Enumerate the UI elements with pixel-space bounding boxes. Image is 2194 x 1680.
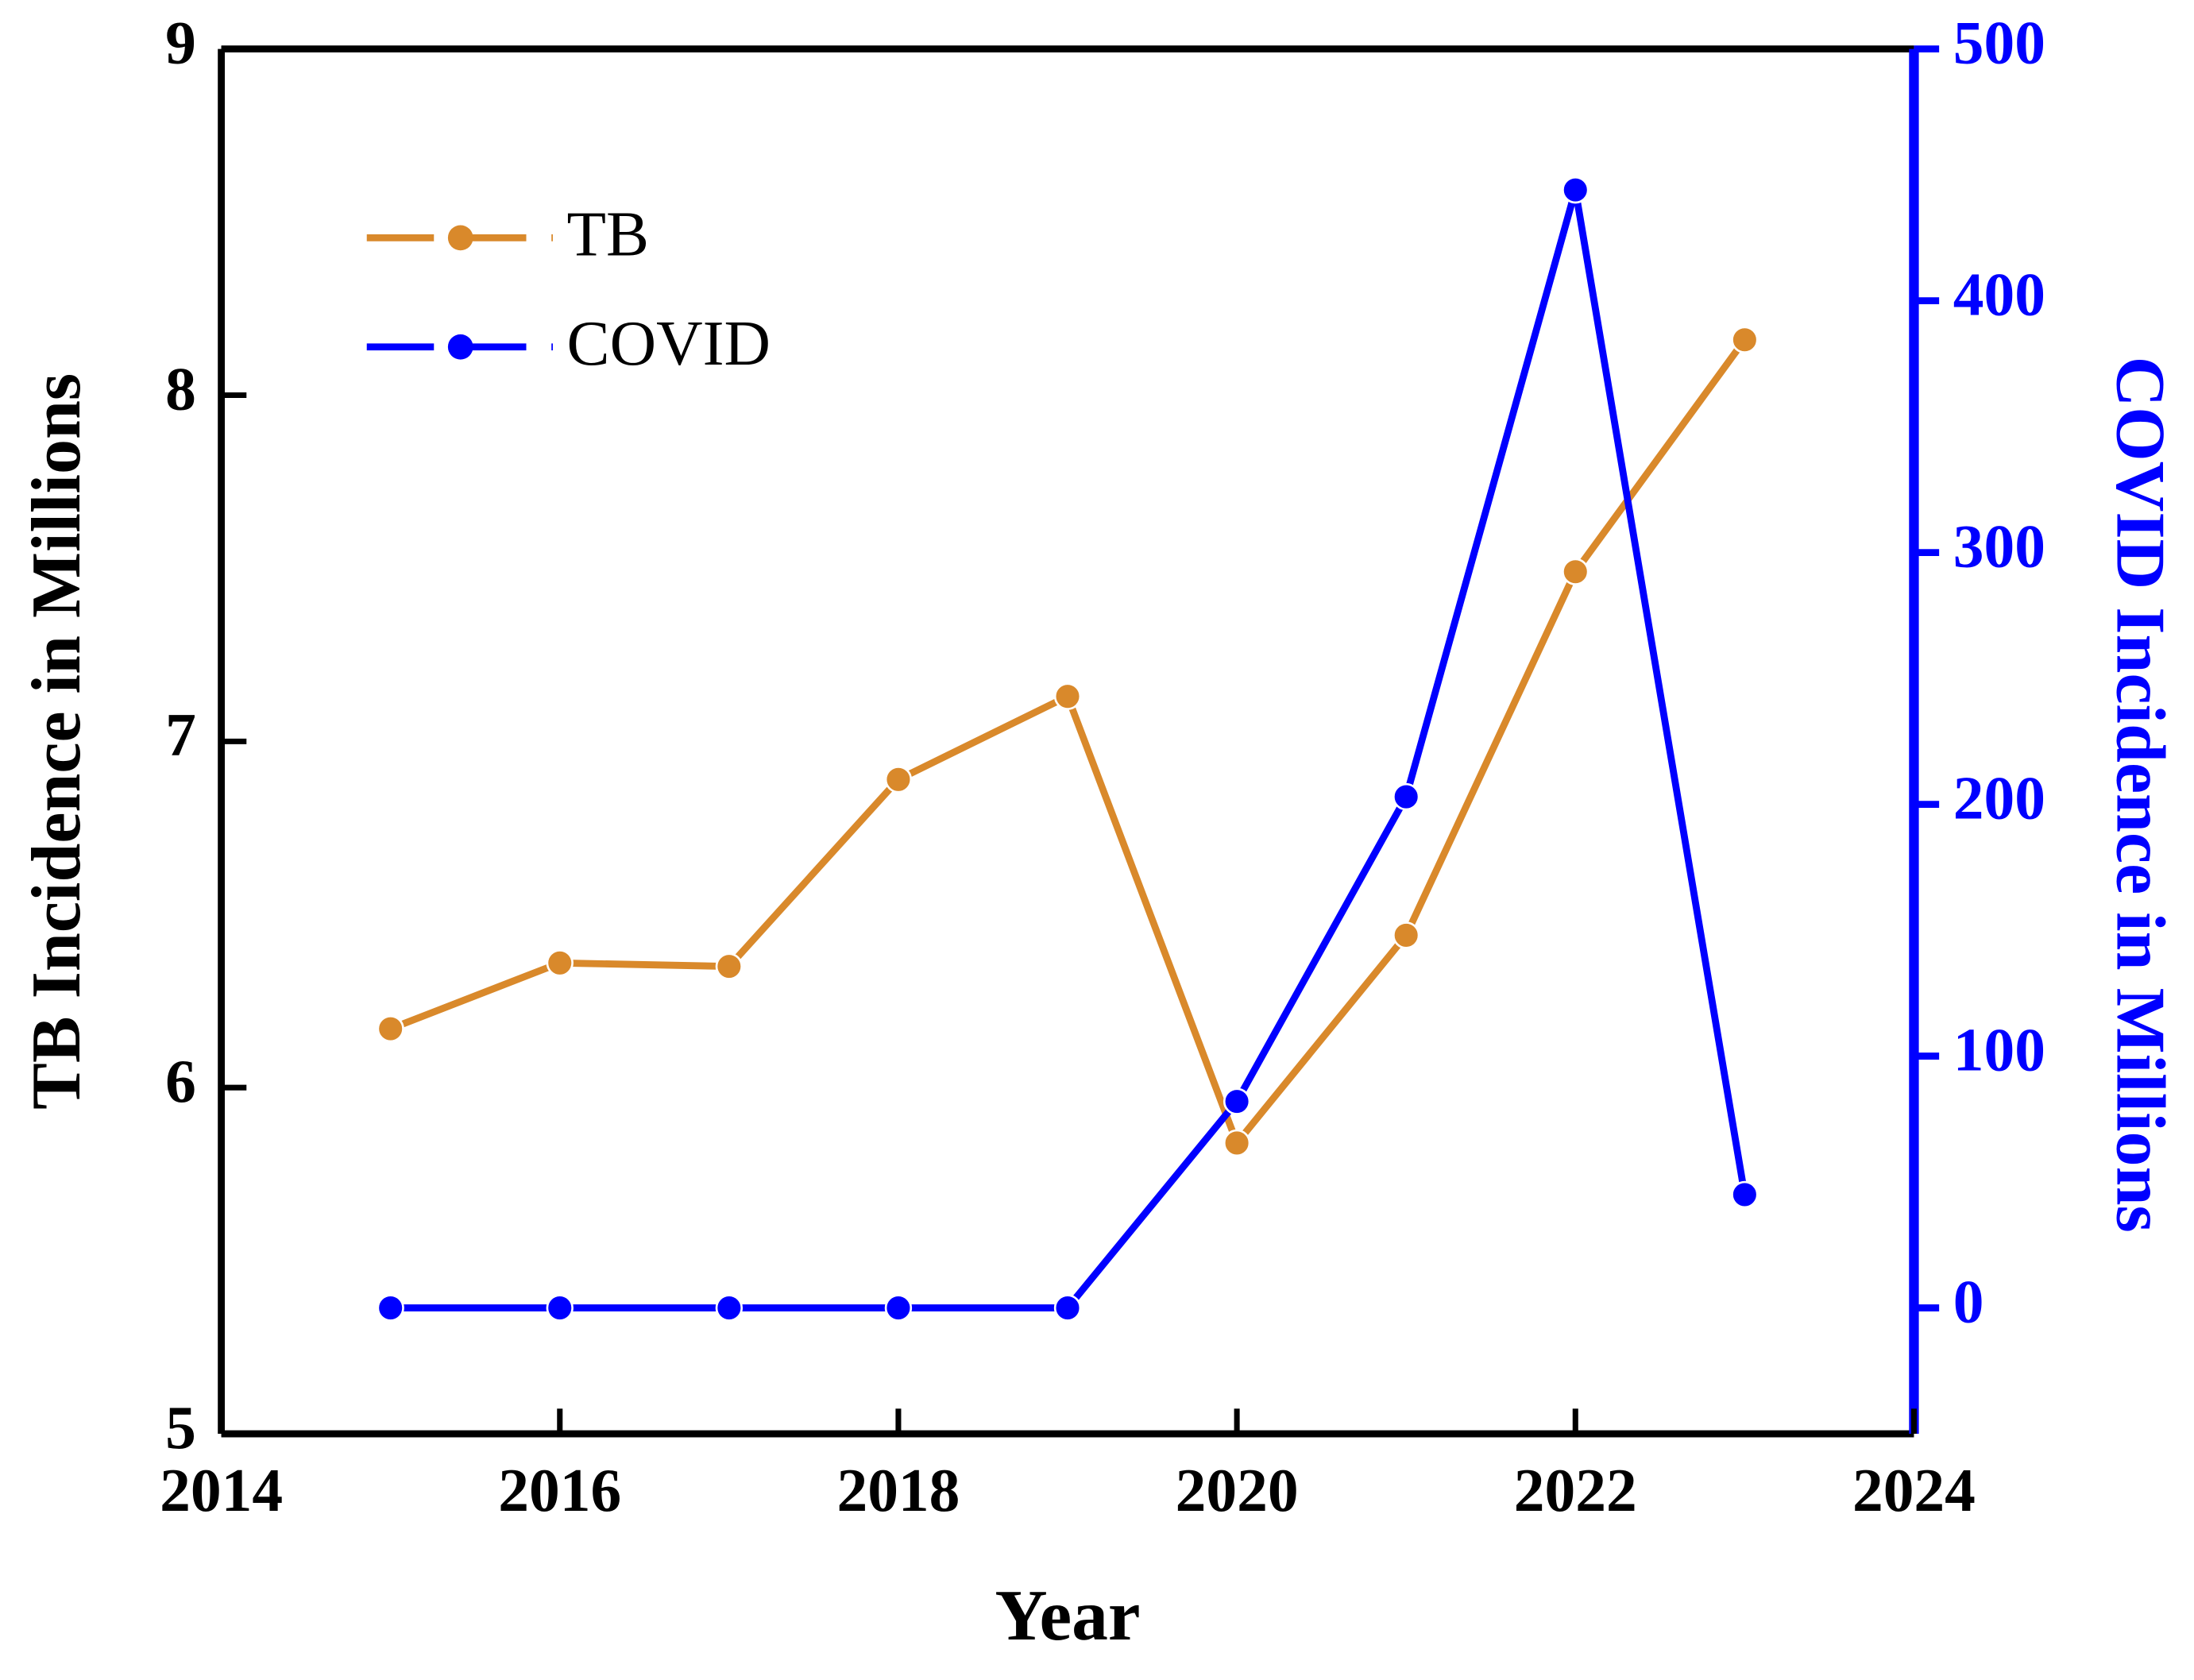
data-point	[715, 952, 744, 980]
data-point	[1392, 921, 1420, 949]
x-tick-label: 2020	[1176, 1456, 1299, 1524]
y-tick-label: 8	[165, 354, 196, 423]
y2-tick-label: 400	[1953, 260, 2045, 328]
data-point	[1562, 176, 1589, 204]
y2-tick-label: 200	[1953, 763, 2045, 832]
data-point	[1392, 782, 1420, 811]
data-point	[1562, 558, 1589, 585]
y-tick-label: 5	[165, 1393, 196, 1462]
data-point	[377, 1294, 404, 1322]
x-axis-title: Year	[995, 1574, 1140, 1655]
series-line	[389, 338, 1748, 1147]
legend-marker	[447, 334, 473, 360]
x-tick-label: 2014	[160, 1456, 283, 1524]
y2-axis-title: COVID Incidence in Millions	[2102, 357, 2179, 1233]
data-point	[884, 1294, 913, 1322]
legend-label: TB	[567, 198, 650, 269]
data-point	[1223, 1129, 1251, 1157]
y-tick-label: 9	[165, 8, 196, 76]
data-point	[377, 1014, 404, 1043]
x-tick-label: 2022	[1514, 1456, 1637, 1524]
legend-label: COVID	[567, 307, 771, 379]
y2-tick-label: 100	[1953, 1015, 2045, 1083]
data-point	[1223, 1087, 1251, 1115]
data-point	[715, 1294, 744, 1322]
data-point	[546, 1294, 574, 1322]
data-point	[546, 949, 574, 977]
y2-tick-label: 300	[1953, 512, 2045, 580]
data-point	[1731, 326, 1759, 353]
data-point	[1731, 1180, 1759, 1209]
y-axis-title: TB Incidence in Millions	[18, 373, 95, 1110]
x-tick-label: 2024	[1852, 1456, 1976, 1524]
data-point	[1053, 1294, 1082, 1322]
x-tick-label: 2018	[836, 1456, 960, 1524]
x-tick-label: 2016	[498, 1456, 621, 1524]
y2-tick-label: 500	[1953, 8, 2045, 76]
data-point	[884, 766, 913, 794]
data-point	[1053, 682, 1082, 710]
legend-marker	[447, 225, 473, 251]
y2-tick-label: 0	[1953, 1267, 1984, 1335]
y-tick-label: 7	[165, 701, 196, 769]
y-tick-label: 6	[165, 1047, 196, 1115]
